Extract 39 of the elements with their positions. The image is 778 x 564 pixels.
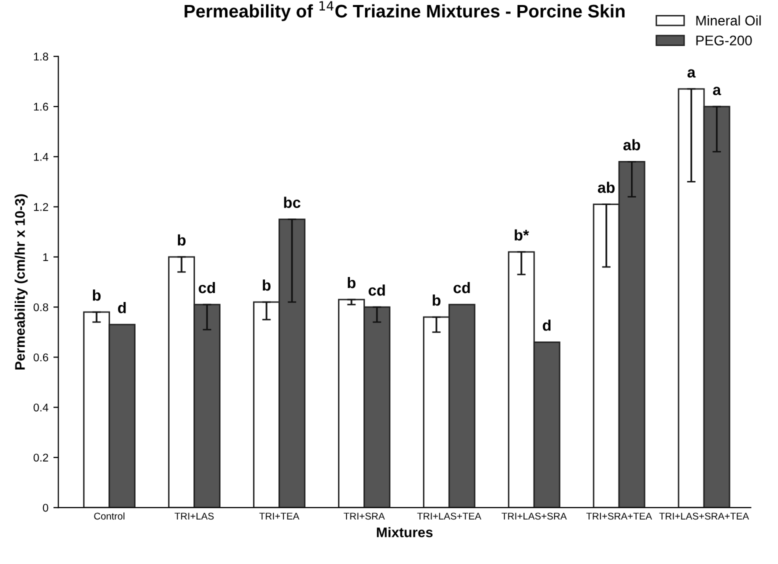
x-tick-label: TRI+TEA (259, 512, 300, 520)
data-label: ab (598, 182, 615, 193)
data-label: d (542, 320, 551, 331)
y-tick-label: 0 (42, 504, 48, 512)
y-tick-label: 0.4 (34, 404, 48, 412)
data-label: cd (454, 282, 470, 294)
data-label: d (118, 302, 126, 314)
x-tick-label: TRI+LAS+TEA (417, 512, 482, 520)
legend-label: Mineral Oil (696, 15, 761, 26)
x-axis-title: Mixtures (376, 527, 433, 538)
y-tick-label: 1.6 (34, 102, 48, 111)
data-label: b (262, 279, 271, 291)
y-axis-title: Permeability (cm/hr x 10-3) (14, 194, 28, 370)
x-tick-label: TRI+SRA (344, 512, 385, 520)
legend-label: PEG-200 (696, 36, 752, 46)
data-label: b (92, 290, 101, 301)
data-label: cd (368, 284, 385, 296)
data-label: a (688, 69, 696, 78)
x-tick-label: TRI+LAS (174, 512, 214, 520)
data-label: b (432, 294, 440, 306)
data-label: cd (198, 282, 215, 294)
data-label: b (348, 276, 356, 288)
y-tick-label: 0.6 (34, 353, 48, 362)
data-label: bc (284, 196, 300, 208)
x-tick-label: Control (94, 512, 124, 520)
y-tick-label: 0.8 (34, 303, 48, 312)
data-label: a (712, 86, 722, 96)
y-tick-label: 1.2 (34, 203, 48, 211)
x-tick-label: TRI+LAS+SRA (502, 512, 567, 520)
y-tick-label: 0.2 (34, 454, 48, 462)
y-tick-label: 1.4 (34, 153, 48, 161)
chart-title: Permeability of $^{14}$C Triazine Mixtures - Porcine Skin (184, 1, 625, 22)
data-label: ab (623, 139, 640, 150)
y-tick-label: 1.8 (34, 52, 48, 61)
x-tick-label: TRI+SRA+TEA (586, 512, 652, 520)
x-tick-label: TRI+LAS+SRA+TEA (659, 512, 750, 520)
data-label: b (178, 234, 186, 246)
data-label: b* (514, 229, 529, 241)
y-tick-label: 1 (43, 253, 48, 261)
